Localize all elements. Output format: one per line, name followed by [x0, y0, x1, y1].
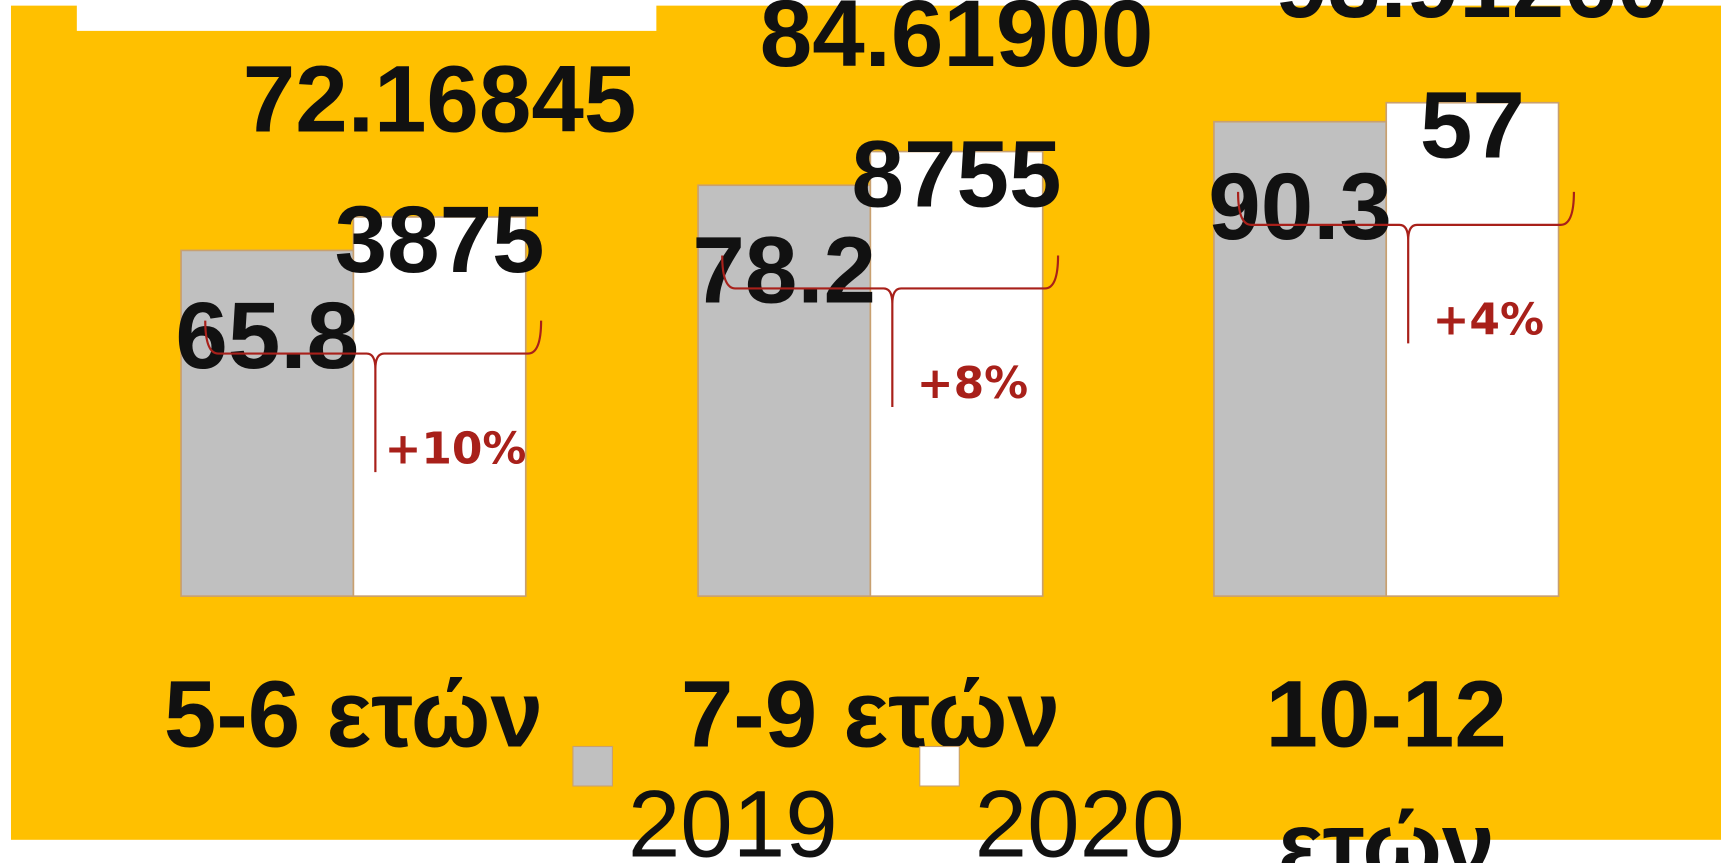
legend-swatch	[919, 745, 960, 787]
value-label: 78.2	[692, 219, 876, 324]
x-tick-label: 7-9 ετών	[681, 663, 1060, 768]
value-label: 72.16845 3875	[243, 47, 637, 292]
x-tick-label: 5-6 ετών	[164, 663, 543, 768]
bar	[1385, 101, 1560, 597]
value-label: 84.61900 8755	[760, 0, 1154, 227]
bar	[1213, 120, 1388, 597]
bar	[352, 216, 527, 597]
value-label: 90.3	[1208, 155, 1392, 260]
value-label: 93.9126057	[1276, 0, 1670, 179]
bracket	[204, 320, 543, 473]
bracket	[1236, 191, 1576, 344]
value-label: 65.8	[175, 284, 359, 389]
bracket	[721, 255, 1060, 407]
legend-label: 2020	[975, 772, 1185, 863]
annotation: +4%	[1433, 295, 1544, 346]
x-tick-label: 10-12 ετών	[1266, 663, 1507, 863]
bar	[869, 150, 1044, 597]
title-placeholder	[76, 0, 657, 31]
legend-swatch	[572, 745, 613, 787]
bar	[697, 184, 872, 597]
legend-label: 2019	[628, 772, 838, 863]
bar	[180, 249, 355, 597]
annotation: +8%	[917, 358, 1028, 409]
annotation: +10%	[385, 423, 527, 474]
